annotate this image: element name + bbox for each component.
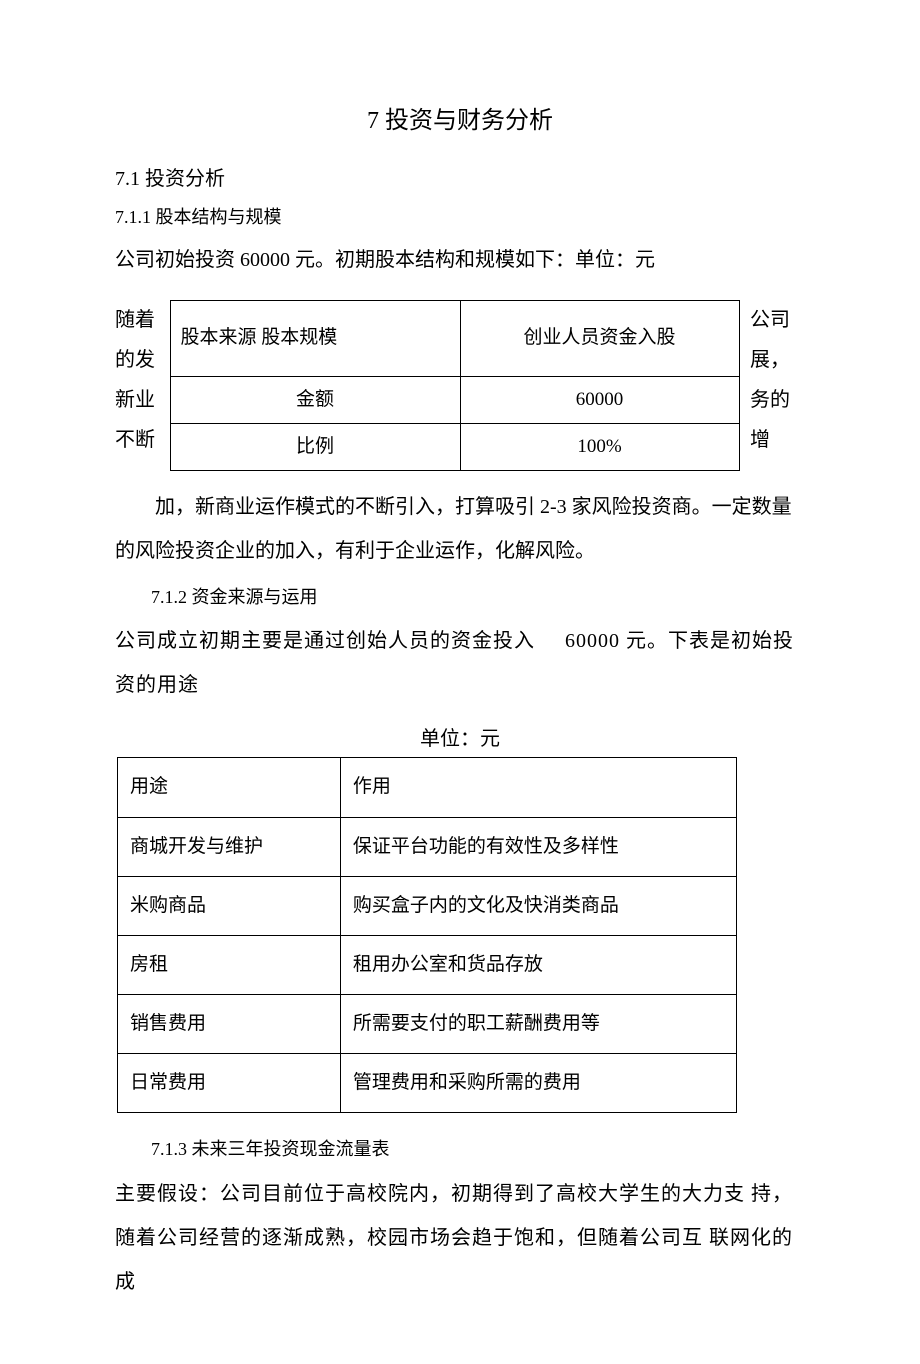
t2-r3-c1: 房租 xyxy=(118,935,341,994)
heading-7-1-2: 7.1.2 资金来源与运用 xyxy=(151,581,805,613)
equity-row1-label: 比例 xyxy=(170,423,460,470)
equity-header-right: 创业人员资金入股 xyxy=(460,300,739,376)
table-row: 比例 100% xyxy=(170,423,739,470)
heading-7-1-1: 7.1.1 股本结构与规模 xyxy=(115,201,805,233)
wrap-left-0: 随着 xyxy=(115,300,159,340)
table-row: 金额 60000 xyxy=(170,376,739,423)
table-row: 米购商品 购买盒子内的文化及快消类商品 xyxy=(118,876,737,935)
paragraph-assumption: 主要假设：公司目前位于高校院内，初期得到了高校大学生的大力支 持，随着公司经营的… xyxy=(115,1172,805,1304)
table-row: 用途 作用 xyxy=(118,758,737,817)
table-row: 房租 租用办公室和货品存放 xyxy=(118,935,737,994)
equity-table-container: 股本来源 股本规模 创业人员资金入股 金额 60000 比例 100% xyxy=(170,300,740,471)
wrap-right-0: 公司 xyxy=(750,300,794,340)
wrap-right-2: 务的 xyxy=(750,380,794,420)
t2-r4-c1: 销售费用 xyxy=(118,995,341,1054)
equity-row0-label: 金额 xyxy=(170,376,460,423)
t2-r2-c1: 米购商品 xyxy=(118,876,341,935)
t2-r4-c2: 所需要支付的职工薪酬费用等 xyxy=(340,995,736,1054)
wrap-text-right: 公司 展， 务的 增 xyxy=(750,300,794,460)
t2-r5-c1: 日常费用 xyxy=(118,1054,341,1113)
para3-part-a: 公司成立初期主要是通过创始人员的资金投入 xyxy=(115,630,535,652)
paragraph-venture-capital: 加，新商业运作模式的不断引入，打算吸引 2-3 家风险投资商。一定数量的风险投资… xyxy=(115,485,805,573)
t2-r3-c2: 租用办公室和货品存放 xyxy=(340,935,736,994)
wrap-left-2: 新业 xyxy=(115,380,159,420)
heading-7-1-3: 7.1.3 未来三年投资现金流量表 xyxy=(151,1133,805,1165)
wrap-left-3: 不断 xyxy=(115,420,159,460)
wrap-right-1: 展， xyxy=(750,340,794,380)
wrapped-table-block: 随着 的发 新业 不断 股本来源 股本规模 创业人员资金入股 金额 60000 … xyxy=(115,300,805,471)
equity-row1-value: 100% xyxy=(460,423,739,470)
equity-row0-value: 60000 xyxy=(460,376,739,423)
equity-structure-table: 股本来源 股本规模 创业人员资金入股 金额 60000 比例 100% xyxy=(170,300,740,471)
table-row: 股本来源 股本规模 创业人员资金入股 xyxy=(170,300,739,376)
table-row: 日常费用 管理费用和采购所需的费用 xyxy=(118,1054,737,1113)
table-row: 商城开发与维护 保证平台功能的有效性及多样性 xyxy=(118,817,737,876)
fund-usage-table: 用途 作用 商城开发与维护 保证平台功能的有效性及多样性 米购商品 购买盒子内的… xyxy=(117,757,737,1113)
wrap-text-left: 随着 的发 新业 不断 xyxy=(115,300,159,460)
t2-r0-c1: 用途 xyxy=(118,758,341,817)
t2-r1-c1: 商城开发与维护 xyxy=(118,817,341,876)
wrap-right-3: 增 xyxy=(750,420,794,460)
table2-caption: 单位：元 xyxy=(115,721,805,757)
table-row: 销售费用 所需要支付的职工薪酬费用等 xyxy=(118,995,737,1054)
t2-r0-c2: 作用 xyxy=(340,758,736,817)
t2-r1-c2: 保证平台功能的有效性及多样性 xyxy=(340,817,736,876)
paragraph-fund-source: 公司成立初期主要是通过创始人员的资金投入 60000 元。下表是初始投资的用途 xyxy=(115,619,805,707)
page-title: 7 投资与财务分析 xyxy=(115,100,805,143)
wrap-left-1: 的发 xyxy=(115,340,159,380)
equity-header-left: 股本来源 股本规模 xyxy=(170,300,460,376)
heading-7-1: 7.1 投资分析 xyxy=(115,161,805,197)
t2-r2-c2: 购买盒子内的文化及快消类商品 xyxy=(340,876,736,935)
t2-r5-c2: 管理费用和采购所需的费用 xyxy=(340,1054,736,1113)
paragraph-initial-investment: 公司初始投资 60000 元。初期股本结构和规模如下：单位：元 xyxy=(115,238,805,282)
